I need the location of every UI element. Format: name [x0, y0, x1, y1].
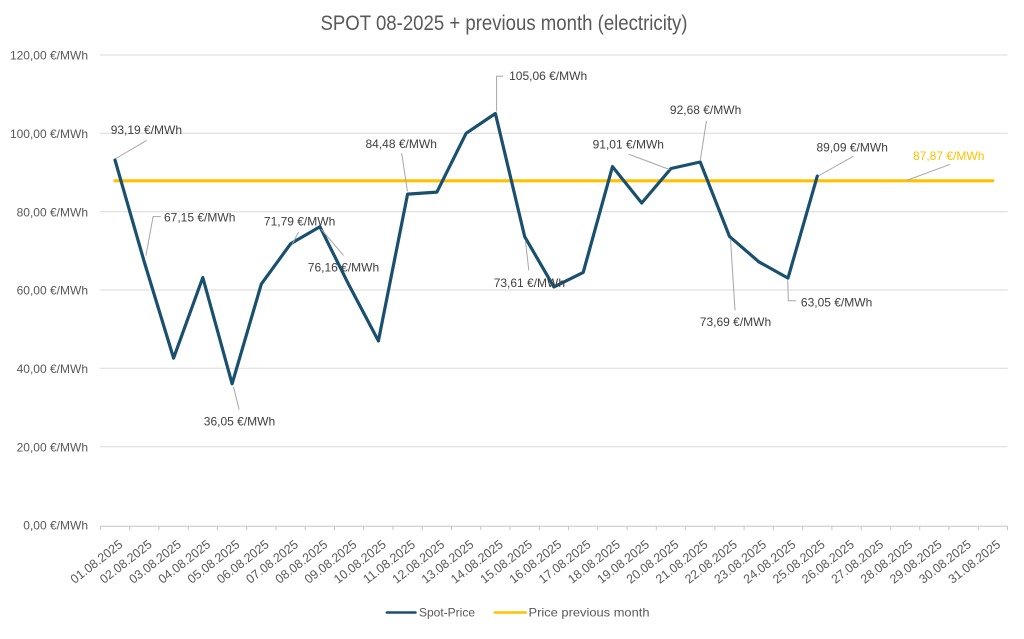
svg-text:89,09 €/MWh: 89,09 €/MWh	[817, 140, 888, 154]
svg-text:67,15 €/MWh: 67,15 €/MWh	[164, 211, 235, 225]
svg-text:71,79 €/MWh: 71,79 €/MWh	[264, 214, 335, 228]
svg-text:Price previous month: Price previous month	[529, 606, 650, 620]
svg-text:93,19 €/MWh: 93,19 €/MWh	[111, 123, 182, 137]
svg-text:60,00 €/MWh: 60,00 €/MWh	[17, 284, 88, 298]
svg-text:84,48 €/MWh: 84,48 €/MWh	[366, 137, 437, 151]
svg-text:0,00 €/MWh: 0,00 €/MWh	[23, 519, 88, 533]
svg-text:73,61 €/MWh: 73,61 €/MWh	[494, 276, 565, 290]
svg-text:76,16 €/MWh: 76,16 €/MWh	[308, 260, 379, 274]
svg-text:SPOT 08-2025 + previous month: SPOT 08-2025 + previous month (electrici…	[321, 12, 688, 35]
svg-text:105,06 €/MWh: 105,06 €/MWh	[509, 69, 587, 83]
svg-text:40,00 €/MWh: 40,00 €/MWh	[17, 362, 88, 376]
svg-text:120,00 €/MWh: 120,00 €/MWh	[10, 49, 88, 63]
svg-text:73,69 €/MWh: 73,69 €/MWh	[700, 315, 771, 329]
svg-text:80,00 €/MWh: 80,00 €/MWh	[17, 205, 88, 219]
svg-text:100,00 €/MWh: 100,00 €/MWh	[10, 127, 88, 141]
svg-text:20,00 €/MWh: 20,00 €/MWh	[17, 440, 88, 454]
svg-text:36,05 €/MWh: 36,05 €/MWh	[204, 414, 275, 428]
svg-text:91,01 €/MWh: 91,01 €/MWh	[593, 138, 664, 152]
svg-text:87,87 €/MWh: 87,87 €/MWh	[913, 149, 984, 163]
svg-text:63,05 €/MWh: 63,05 €/MWh	[801, 295, 872, 309]
svg-text:92,68 €/MWh: 92,68 €/MWh	[670, 103, 741, 117]
svg-text:Spot-Price: Spot-Price	[419, 606, 475, 620]
